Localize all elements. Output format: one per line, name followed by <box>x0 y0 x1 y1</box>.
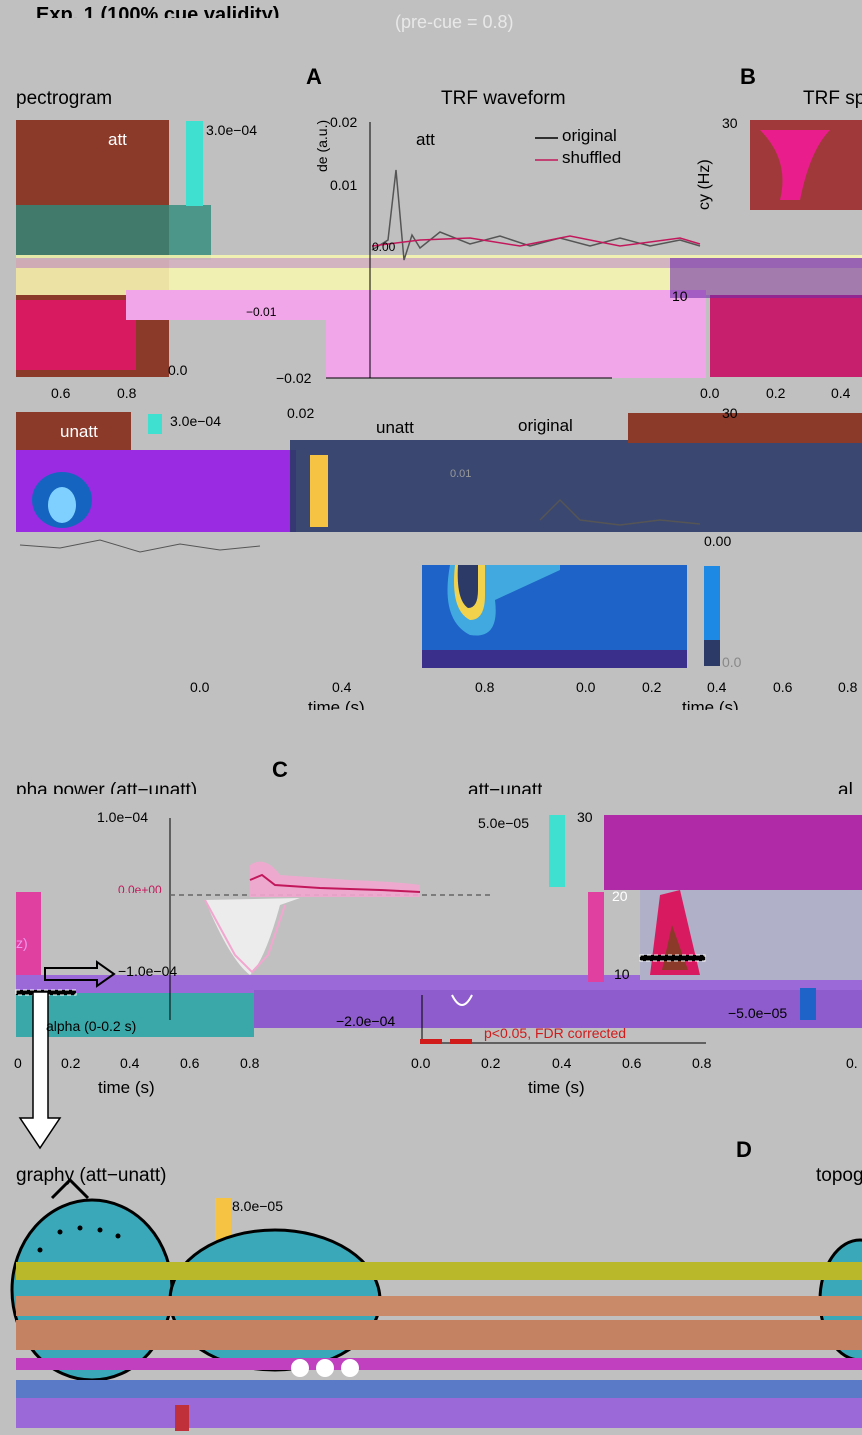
c-title-right: al <box>838 780 853 794</box>
bottom-xlabel-a: time (s) <box>308 698 365 710</box>
c-mid-ytick: 0.0e+00 <box>118 883 162 893</box>
spec-xtick: 0.8 <box>117 385 137 401</box>
trf-original-curve <box>371 169 701 261</box>
b-xtick: 0.4 <box>831 385 851 401</box>
waveform-bottom-ytick: 0.00 <box>704 533 732 549</box>
c-mid-ytick: −2.0e−04 <box>336 1013 396 1029</box>
trf-spectrogram-title: TRF sp <box>803 88 862 109</box>
arrow-right-icon <box>44 960 116 988</box>
topo-head-left <box>10 1198 174 1382</box>
c-right-ytick: 20 <box>612 888 628 904</box>
arrow-down-icon <box>18 991 62 1150</box>
c-mid-ytick: 1.0e−04 <box>97 809 148 825</box>
b-xtick: 0.0 <box>700 385 720 401</box>
b-bottom-xtick: 0.8 <box>838 679 858 695</box>
c-colorbar-min: −5.0e−05 <box>728 1005 788 1021</box>
c-left-ylabel: z) <box>16 935 28 951</box>
colorbar-a-top-min: 0.0 <box>168 362 188 378</box>
waveform-ytick: 0.02 <box>330 114 358 130</box>
trf-shuffled-curve <box>371 235 701 247</box>
c-colorbar-max: 5.0e−05 <box>478 815 529 831</box>
c-right-ytick: 30 <box>577 809 593 825</box>
c-right-ytick: 10 <box>614 966 630 982</box>
c-mid-xtick: 0.2 <box>481 1055 501 1071</box>
spectrogram-title: pectrogram <box>16 88 113 109</box>
b-xtick: 0.2 <box>766 385 786 401</box>
trf-waveform-title: TRF waveform <box>441 88 566 109</box>
panel-letter-c: C <box>272 757 288 782</box>
b-bottom-xtick: 0.4 <box>707 679 727 695</box>
waveform-bottom-ytick: 0.02 <box>287 405 315 421</box>
b-ytick: 30 <box>722 115 738 131</box>
c-left-xlabel: time (s) <box>98 1078 155 1097</box>
d-colorbar-max: 8.0e−05 <box>232 1198 283 1214</box>
legend-original-bottom: original <box>518 416 573 435</box>
c-left-xtick: 0.2 <box>61 1055 81 1071</box>
colorbar-a-top-max: 3.0e−04 <box>206 122 257 138</box>
legend-original: original <box>562 126 617 145</box>
c-title-mid: att−unatt <box>468 780 543 794</box>
waveform-bottom-ytick: 0.01 <box>450 468 472 480</box>
spec-xtick: 0.6 <box>51 385 71 401</box>
bottom-xtick: 0.4 <box>332 679 352 695</box>
c-right-xtick: 0. <box>846 1055 858 1071</box>
b-bottom-xtick: 0.0 <box>576 679 596 695</box>
alpha-spectrogram <box>604 815 862 890</box>
c-mid-xlabel: time (s) <box>528 1078 585 1097</box>
c-mid-xtick: 0.6 <box>622 1055 642 1071</box>
b-colorbar-tick: 0.0 <box>722 654 742 670</box>
figure-header-tail: (pre-cue = 0.8) <box>395 12 514 32</box>
b-ytick: 10 <box>672 288 688 304</box>
c-mid-ytick: −1.0e−04 <box>118 963 178 979</box>
bottom-xlabel-b: time (s) <box>682 698 739 710</box>
waveform-ytick: 0.01 <box>330 177 358 193</box>
waveform-ylabel: de (a.u.) <box>314 119 330 172</box>
b-bottom-ytick: 30 <box>722 405 738 421</box>
att-unatt-curve <box>249 873 421 893</box>
colorbar-c <box>549 815 565 887</box>
figure-header: Exp. 1 (100% cue validity) <box>36 4 280 18</box>
d-title-left: graphy (att−unatt) <box>16 1165 167 1186</box>
alpha-window-label: alpha (0-0.2 s) <box>46 1018 137 1034</box>
bottom-xtick: 0.0 <box>190 679 210 695</box>
panel-letter-b: B <box>740 64 756 89</box>
b-bottom-xtick: 0.6 <box>773 679 793 695</box>
c-left-xtick: 0.8 <box>240 1055 260 1071</box>
b-bottom-xtick: 0.2 <box>642 679 662 695</box>
waveform-ytick: 0.00 <box>372 240 396 254</box>
c-title-left: pha power (att−unatt) <box>16 780 198 794</box>
panel-letter-a: A <box>306 64 322 89</box>
spectrogram-att-label: att <box>108 130 127 149</box>
c-left-xtick: 0.6 <box>180 1055 200 1071</box>
c-mid-xtick: 0.4 <box>552 1055 572 1071</box>
spectrogram-unatt-label: unatt <box>60 422 98 441</box>
panel-letter-d: D <box>736 1137 752 1162</box>
b-ylabel: cy (Hz) <box>696 159 713 210</box>
waveform-att-label: att <box>416 130 435 149</box>
sig-label: p<0.05, FDR corrected <box>484 1025 627 1041</box>
waveform-unatt-label: unatt <box>376 418 414 437</box>
colorbar-a-bottom-max: 3.0e−04 <box>170 413 221 429</box>
d-title-right: topog <box>816 1165 862 1186</box>
waveform-ytick: −0.02 <box>276 370 312 386</box>
colorbar-a-top <box>186 121 203 206</box>
bottom-xtick: 0.8 <box>475 679 495 695</box>
c-left-xtick: 0.4 <box>120 1055 140 1071</box>
c-left-xtick: 0 <box>14 1055 22 1071</box>
waveform-ytick: −0.01 <box>246 305 277 319</box>
legend-shuffled: shuffled <box>562 148 622 167</box>
c-mid-xtick: 0.8 <box>692 1055 712 1071</box>
c-mid-xtick: 0.0 <box>411 1055 431 1071</box>
